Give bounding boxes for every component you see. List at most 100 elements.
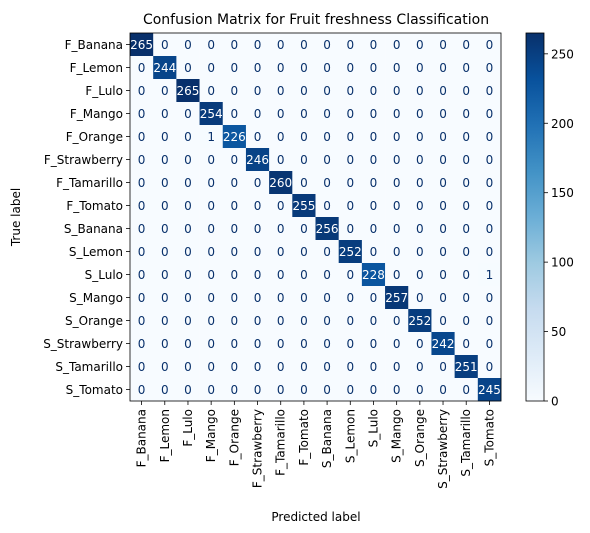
cell-value: 0 — [207, 222, 215, 236]
matrix-cell — [222, 148, 247, 172]
cell-value: 246 — [246, 153, 269, 167]
matrix-cell — [245, 171, 270, 195]
cell-value: 0 — [300, 38, 308, 52]
matrix-cell — [222, 194, 247, 218]
cell-value: 0 — [161, 245, 169, 259]
cell-value: 0 — [138, 153, 146, 167]
matrix-cell — [245, 148, 270, 172]
matrix-cell — [176, 355, 200, 379]
matrix-cell — [269, 171, 293, 195]
cell-value: 0 — [486, 222, 494, 236]
matrix-cell — [454, 56, 479, 80]
matrix-cell — [269, 102, 293, 126]
cell-value: 0 — [486, 291, 494, 305]
y-tick-label: F_Tamarillo — [56, 176, 123, 190]
cell-value: 0 — [323, 38, 331, 52]
matrix-cell — [361, 378, 386, 402]
matrix-cell — [431, 240, 455, 264]
cell-value: 0 — [161, 199, 169, 213]
matrix-cell — [338, 217, 363, 241]
matrix-cell — [408, 79, 432, 103]
y-tick-label: S_Strawberry — [43, 337, 123, 351]
cell-value: 0 — [462, 337, 470, 351]
cell-value: 0 — [323, 291, 331, 305]
matrix-cell — [199, 240, 224, 264]
cell-value: 0 — [207, 383, 215, 397]
cell-value: 0 — [300, 84, 308, 98]
matrix-cell — [385, 286, 409, 310]
matrix-cell — [292, 194, 316, 218]
matrix-cell — [408, 171, 432, 195]
cell-value: 0 — [346, 153, 354, 167]
cell-value: 0 — [300, 222, 308, 236]
colorbar-tick-label: 0 — [551, 395, 559, 409]
cell-value: 0 — [277, 153, 285, 167]
matrix-cell — [269, 309, 293, 333]
matrix-cell — [454, 378, 479, 402]
matrix-cell — [477, 217, 502, 241]
matrix-cell — [477, 355, 502, 379]
cell-value: 244 — [153, 61, 176, 75]
matrix-cell — [199, 355, 224, 379]
cell-value: 0 — [300, 130, 308, 144]
matrix-cell — [338, 378, 363, 402]
matrix-cell — [385, 33, 409, 57]
matrix-cell — [245, 125, 270, 149]
cell-value: 0 — [439, 383, 447, 397]
cell-value: 0 — [277, 222, 285, 236]
matrix-cell — [153, 148, 177, 172]
cell-value: 0 — [393, 268, 401, 282]
matrix-cell — [315, 240, 339, 264]
cell-value: 0 — [346, 268, 354, 282]
cell-value: 0 — [138, 360, 146, 374]
matrix-cell — [385, 240, 409, 264]
cell-value: 0 — [393, 38, 401, 52]
y-tick-label: F_Orange — [66, 130, 123, 144]
cell-value: 0 — [370, 176, 378, 190]
cell-value: 255 — [292, 199, 315, 213]
cell-value: 245 — [478, 383, 501, 397]
cell-value: 0 — [416, 38, 424, 52]
matrix-cell — [269, 194, 293, 218]
cell-value: 0 — [161, 383, 169, 397]
cell-value: 0 — [439, 84, 447, 98]
cell-value: 0 — [486, 153, 494, 167]
matrix-cell — [153, 56, 177, 80]
cell-value: 0 — [184, 268, 192, 282]
matrix-cell — [222, 56, 247, 80]
cell-value: 0 — [416, 153, 424, 167]
matrix-cell — [315, 378, 339, 402]
cell-value: 0 — [393, 199, 401, 213]
cell-value: 0 — [161, 360, 169, 374]
matrix-cell — [222, 33, 247, 57]
matrix-cell — [408, 217, 432, 241]
cell-value: 0 — [323, 245, 331, 259]
cell-value: 0 — [486, 38, 494, 52]
y-tick-label: F_Lemon — [70, 61, 123, 75]
cell-value: 0 — [300, 291, 308, 305]
cell-value: 0 — [161, 337, 169, 351]
y-tick-label: S_Orange — [65, 314, 123, 328]
cell-value: 0 — [323, 176, 331, 190]
cell-value: 0 — [138, 314, 146, 328]
x-tick-label: F_Strawberry — [251, 409, 265, 488]
matrix-cell — [222, 332, 247, 356]
cell-value: 0 — [346, 360, 354, 374]
cell-value: 0 — [370, 130, 378, 144]
matrix-cell — [315, 102, 339, 126]
matrix-cell — [454, 148, 479, 172]
colorbar-tick-label: 150 — [551, 186, 574, 200]
matrix-cell — [338, 79, 363, 103]
matrix-cell — [431, 56, 455, 80]
y-tick-label: S_Tamarillo — [55, 360, 123, 374]
matrix-cell — [130, 217, 154, 241]
cell-value: 0 — [184, 61, 192, 75]
matrix-cell — [454, 263, 479, 287]
cell-value: 0 — [207, 176, 215, 190]
matrix-cell — [408, 194, 432, 218]
matrix-cell — [153, 263, 177, 287]
cell-value: 0 — [277, 383, 285, 397]
matrix-cell — [338, 148, 363, 172]
matrix-cell — [385, 355, 409, 379]
matrix-cell — [431, 263, 455, 287]
